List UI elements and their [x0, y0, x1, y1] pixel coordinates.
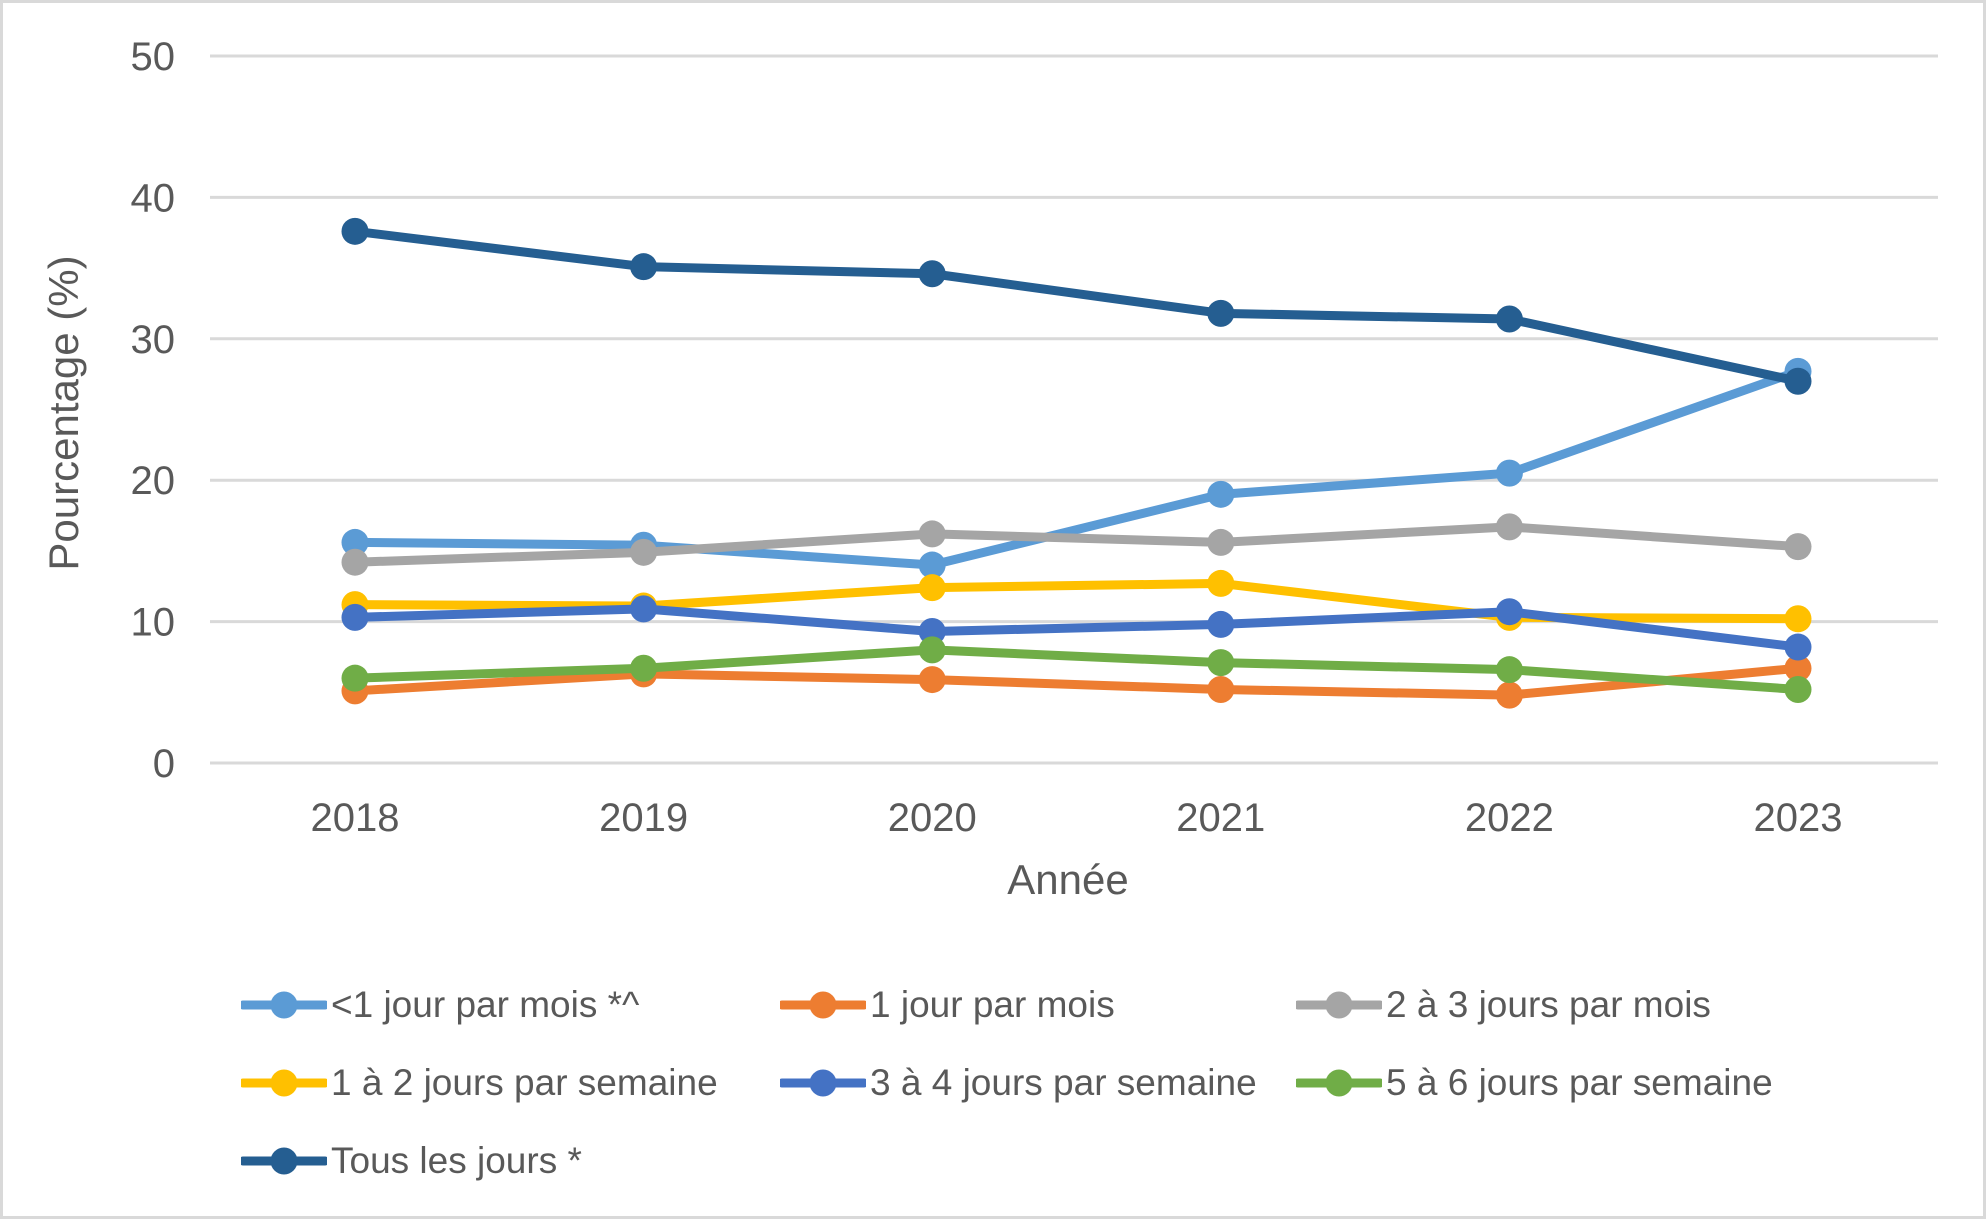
x-tick-label: 2021 — [1176, 796, 1265, 840]
data-point-marker — [918, 260, 946, 288]
y-axis-tick-labels: 0 10 20 30 40 50 — [131, 35, 176, 786]
y-tick-label: 40 — [131, 176, 176, 220]
data-point-marker — [1784, 533, 1812, 561]
data-point-marker — [1784, 654, 1812, 682]
x-axis-title: Année — [1007, 856, 1128, 903]
data-point-marker — [630, 538, 658, 566]
y-tick-label: 20 — [131, 459, 176, 503]
data-point-marker — [1207, 649, 1235, 677]
x-tick-label: 2023 — [1754, 796, 1843, 840]
x-tick-label: 2022 — [1465, 796, 1554, 840]
data-point-marker — [1495, 459, 1523, 487]
data-point-marker — [918, 574, 946, 602]
x-axis-tick-labels: 2018 2019 2020 2021 2022 2023 — [311, 796, 1843, 840]
y-axis-title: Pourcentage (%) — [40, 255, 87, 570]
data-point-marker — [341, 664, 369, 692]
data-point-marker — [630, 253, 658, 281]
series-line — [350, 522, 1803, 567]
data-point-marker — [1495, 513, 1523, 541]
series-line — [350, 663, 1803, 700]
series — [341, 513, 1812, 576]
gridlines — [210, 54, 1938, 765]
y-tick-label: 0 — [153, 742, 175, 786]
data-point-marker — [1784, 367, 1812, 395]
data-point-marker — [918, 666, 946, 694]
x-tick-label: 2019 — [599, 796, 688, 840]
data-point-marker — [1495, 681, 1523, 709]
data-point-marker — [1207, 480, 1235, 508]
line-chart: 0 10 20 30 40 50 2018 2019 2020 2021 2022 2023 Pou… — [40, 35, 1938, 903]
series — [341, 654, 1812, 709]
data-point-marker — [918, 636, 946, 664]
data-point-marker — [918, 551, 946, 579]
series-line — [350, 645, 1803, 694]
series-line — [350, 604, 1803, 652]
data-point-marker — [1495, 656, 1523, 684]
data-point-marker — [630, 595, 658, 623]
data-point-marker — [1784, 675, 1812, 703]
x-tick-label: 2018 — [311, 796, 400, 840]
data-point-marker — [341, 528, 369, 556]
data-series — [341, 217, 1812, 709]
data-point-marker — [1495, 598, 1523, 626]
y-tick-label: 50 — [131, 35, 176, 79]
data-point-marker — [1784, 605, 1812, 633]
series — [341, 636, 1812, 703]
series-line — [350, 226, 1803, 386]
series — [341, 357, 1812, 579]
data-point-marker — [630, 654, 658, 682]
data-point-marker — [1784, 633, 1812, 661]
data-point-marker — [341, 603, 369, 631]
data-point-marker — [1207, 528, 1235, 556]
data-point-marker — [918, 520, 946, 548]
y-tick-label: 30 — [131, 318, 176, 362]
data-point-marker — [341, 217, 369, 245]
y-tick-label: 10 — [131, 601, 176, 645]
data-point-marker — [1207, 675, 1235, 703]
x-tick-label: 2020 — [888, 796, 977, 840]
data-point-marker — [1495, 305, 1523, 333]
series — [341, 217, 1812, 395]
data-point-marker — [1207, 610, 1235, 638]
series-line — [350, 366, 1803, 570]
data-point-marker — [1207, 299, 1235, 327]
data-point-marker — [341, 548, 369, 576]
data-point-marker — [1207, 569, 1235, 597]
